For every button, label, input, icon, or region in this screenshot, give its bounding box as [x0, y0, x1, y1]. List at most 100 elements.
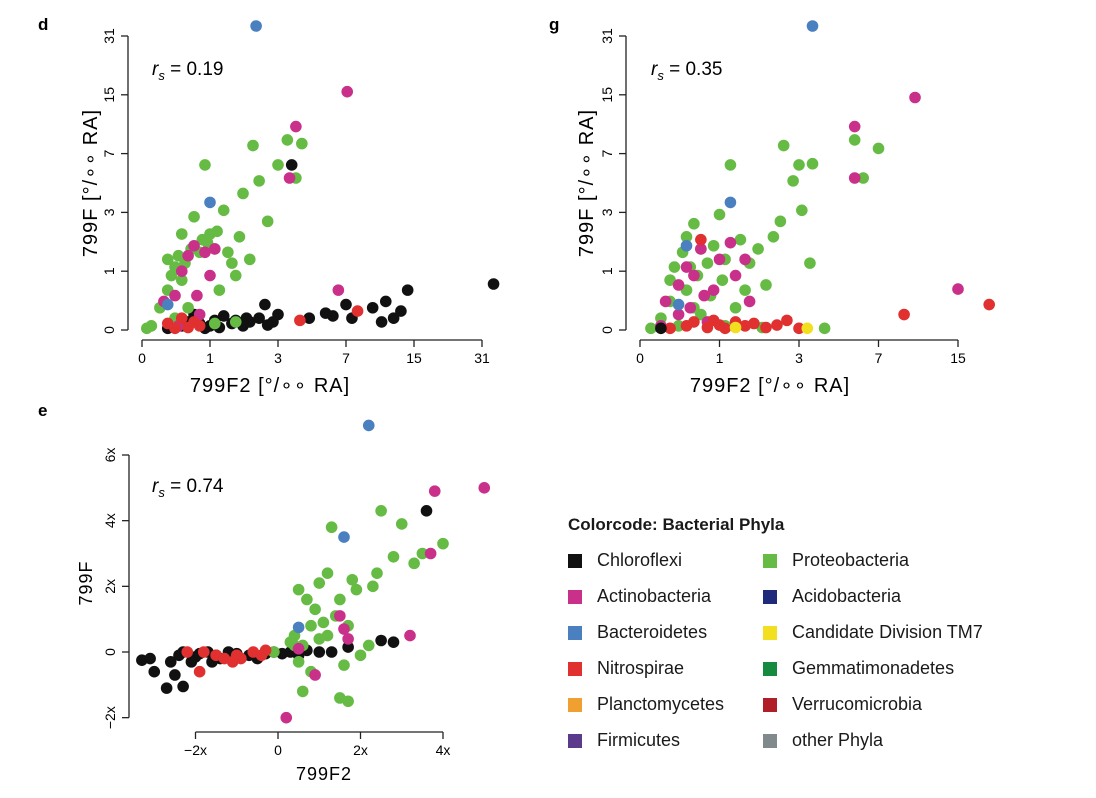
data-point	[193, 665, 206, 678]
panel-label: d	[38, 15, 48, 34]
data-point	[713, 253, 726, 266]
data-point	[325, 646, 338, 658]
y-tick-label: 0	[101, 326, 117, 334]
data-point	[645, 322, 657, 335]
data-point	[729, 301, 742, 314]
data-point	[240, 312, 253, 324]
data-point	[334, 610, 346, 622]
data-point	[161, 298, 174, 311]
data-point	[325, 521, 338, 534]
y-tick-label: −2x	[102, 706, 118, 729]
data-point	[793, 159, 805, 171]
y-tick-label: 6x	[102, 448, 118, 463]
data-point	[351, 305, 364, 317]
correlation-annotation: rs = 0.35	[651, 59, 722, 83]
data-point	[748, 317, 760, 330]
series-candidate-division-tm7	[729, 321, 814, 335]
series-chloroflexi	[655, 322, 667, 335]
data-point	[301, 593, 313, 606]
x-tick-label: 0	[274, 742, 282, 758]
data-point	[169, 289, 181, 302]
data-point	[354, 649, 367, 662]
legend-swatch	[763, 625, 777, 640]
data-point	[806, 157, 819, 170]
data-point	[290, 120, 302, 133]
data-point	[217, 204, 230, 217]
data-point	[292, 583, 305, 596]
data-point	[716, 274, 729, 286]
data-point	[338, 531, 350, 543]
data-point	[181, 646, 194, 658]
data-point	[680, 231, 693, 243]
series-proteobacteria	[268, 505, 449, 708]
data-point	[261, 215, 274, 228]
legend-item: Actinobacteria	[568, 583, 763, 610]
data-point	[169, 322, 181, 335]
data-point	[148, 665, 161, 678]
data-point	[161, 253, 174, 266]
data-point	[199, 159, 211, 171]
data-point	[688, 269, 700, 282]
data-point	[367, 580, 379, 593]
data-point	[182, 249, 194, 262]
x-tick-label: −2x	[184, 742, 207, 758]
x-tick-label: 15	[406, 350, 422, 366]
data-point	[188, 210, 200, 223]
data-point	[334, 593, 346, 606]
data-point	[395, 518, 408, 530]
y-axis-label: 799F [°/∘∘ RA]	[576, 109, 598, 257]
y-tick-label: 31	[599, 28, 615, 44]
data-point	[237, 187, 249, 200]
data-point	[739, 320, 751, 332]
data-point	[340, 298, 352, 311]
data-point	[818, 322, 831, 335]
data-point	[350, 583, 363, 596]
x-axis-label: 799F2	[296, 764, 352, 784]
legend-label: Chloroflexi	[597, 550, 683, 570]
data-point	[404, 629, 416, 642]
data-point	[983, 298, 995, 311]
data-point	[292, 621, 305, 634]
data-point	[428, 485, 441, 497]
legend-label: Acidobacteria	[792, 586, 902, 606]
legend-item: Gemmatimonadetes	[763, 655, 1063, 682]
x-tick-label: 1	[206, 350, 214, 366]
data-point	[739, 284, 751, 296]
legend-label: Planctomycetes	[597, 694, 725, 714]
y-tick-label: 0	[102, 648, 118, 656]
correlation-annotation: rs = 0.74	[152, 476, 224, 500]
y-tick-label: 2x	[102, 579, 118, 594]
series-bacteroidetes	[292, 419, 375, 634]
data-point	[695, 243, 707, 255]
x-tick-label: 7	[875, 350, 883, 366]
data-point	[211, 225, 223, 238]
legend-item: Proteobacteria	[763, 547, 1063, 574]
data-point	[309, 603, 321, 616]
data-point	[729, 321, 742, 334]
legend-swatch	[763, 733, 777, 748]
data-point	[408, 557, 420, 570]
legend-swatch	[568, 733, 582, 748]
data-point	[247, 139, 259, 152]
data-point	[688, 217, 700, 230]
data-point	[283, 172, 296, 184]
data-point	[226, 257, 238, 269]
data-point	[261, 319, 274, 331]
data-point	[375, 505, 387, 517]
data-point	[724, 159, 737, 171]
data-point	[684, 301, 697, 314]
legend-item: Bacteroidetes	[568, 619, 763, 646]
y-tick-label: 1	[599, 267, 615, 275]
data-point	[188, 239, 200, 252]
data-point	[872, 142, 885, 155]
data-point	[672, 308, 685, 321]
data-point	[342, 633, 354, 645]
data-point	[713, 208, 726, 221]
data-point	[332, 284, 345, 296]
x-tick-label: 7	[342, 350, 350, 366]
legend-swatch	[763, 553, 777, 568]
data-point	[199, 246, 211, 259]
data-point	[229, 269, 242, 282]
data-point	[296, 137, 308, 150]
